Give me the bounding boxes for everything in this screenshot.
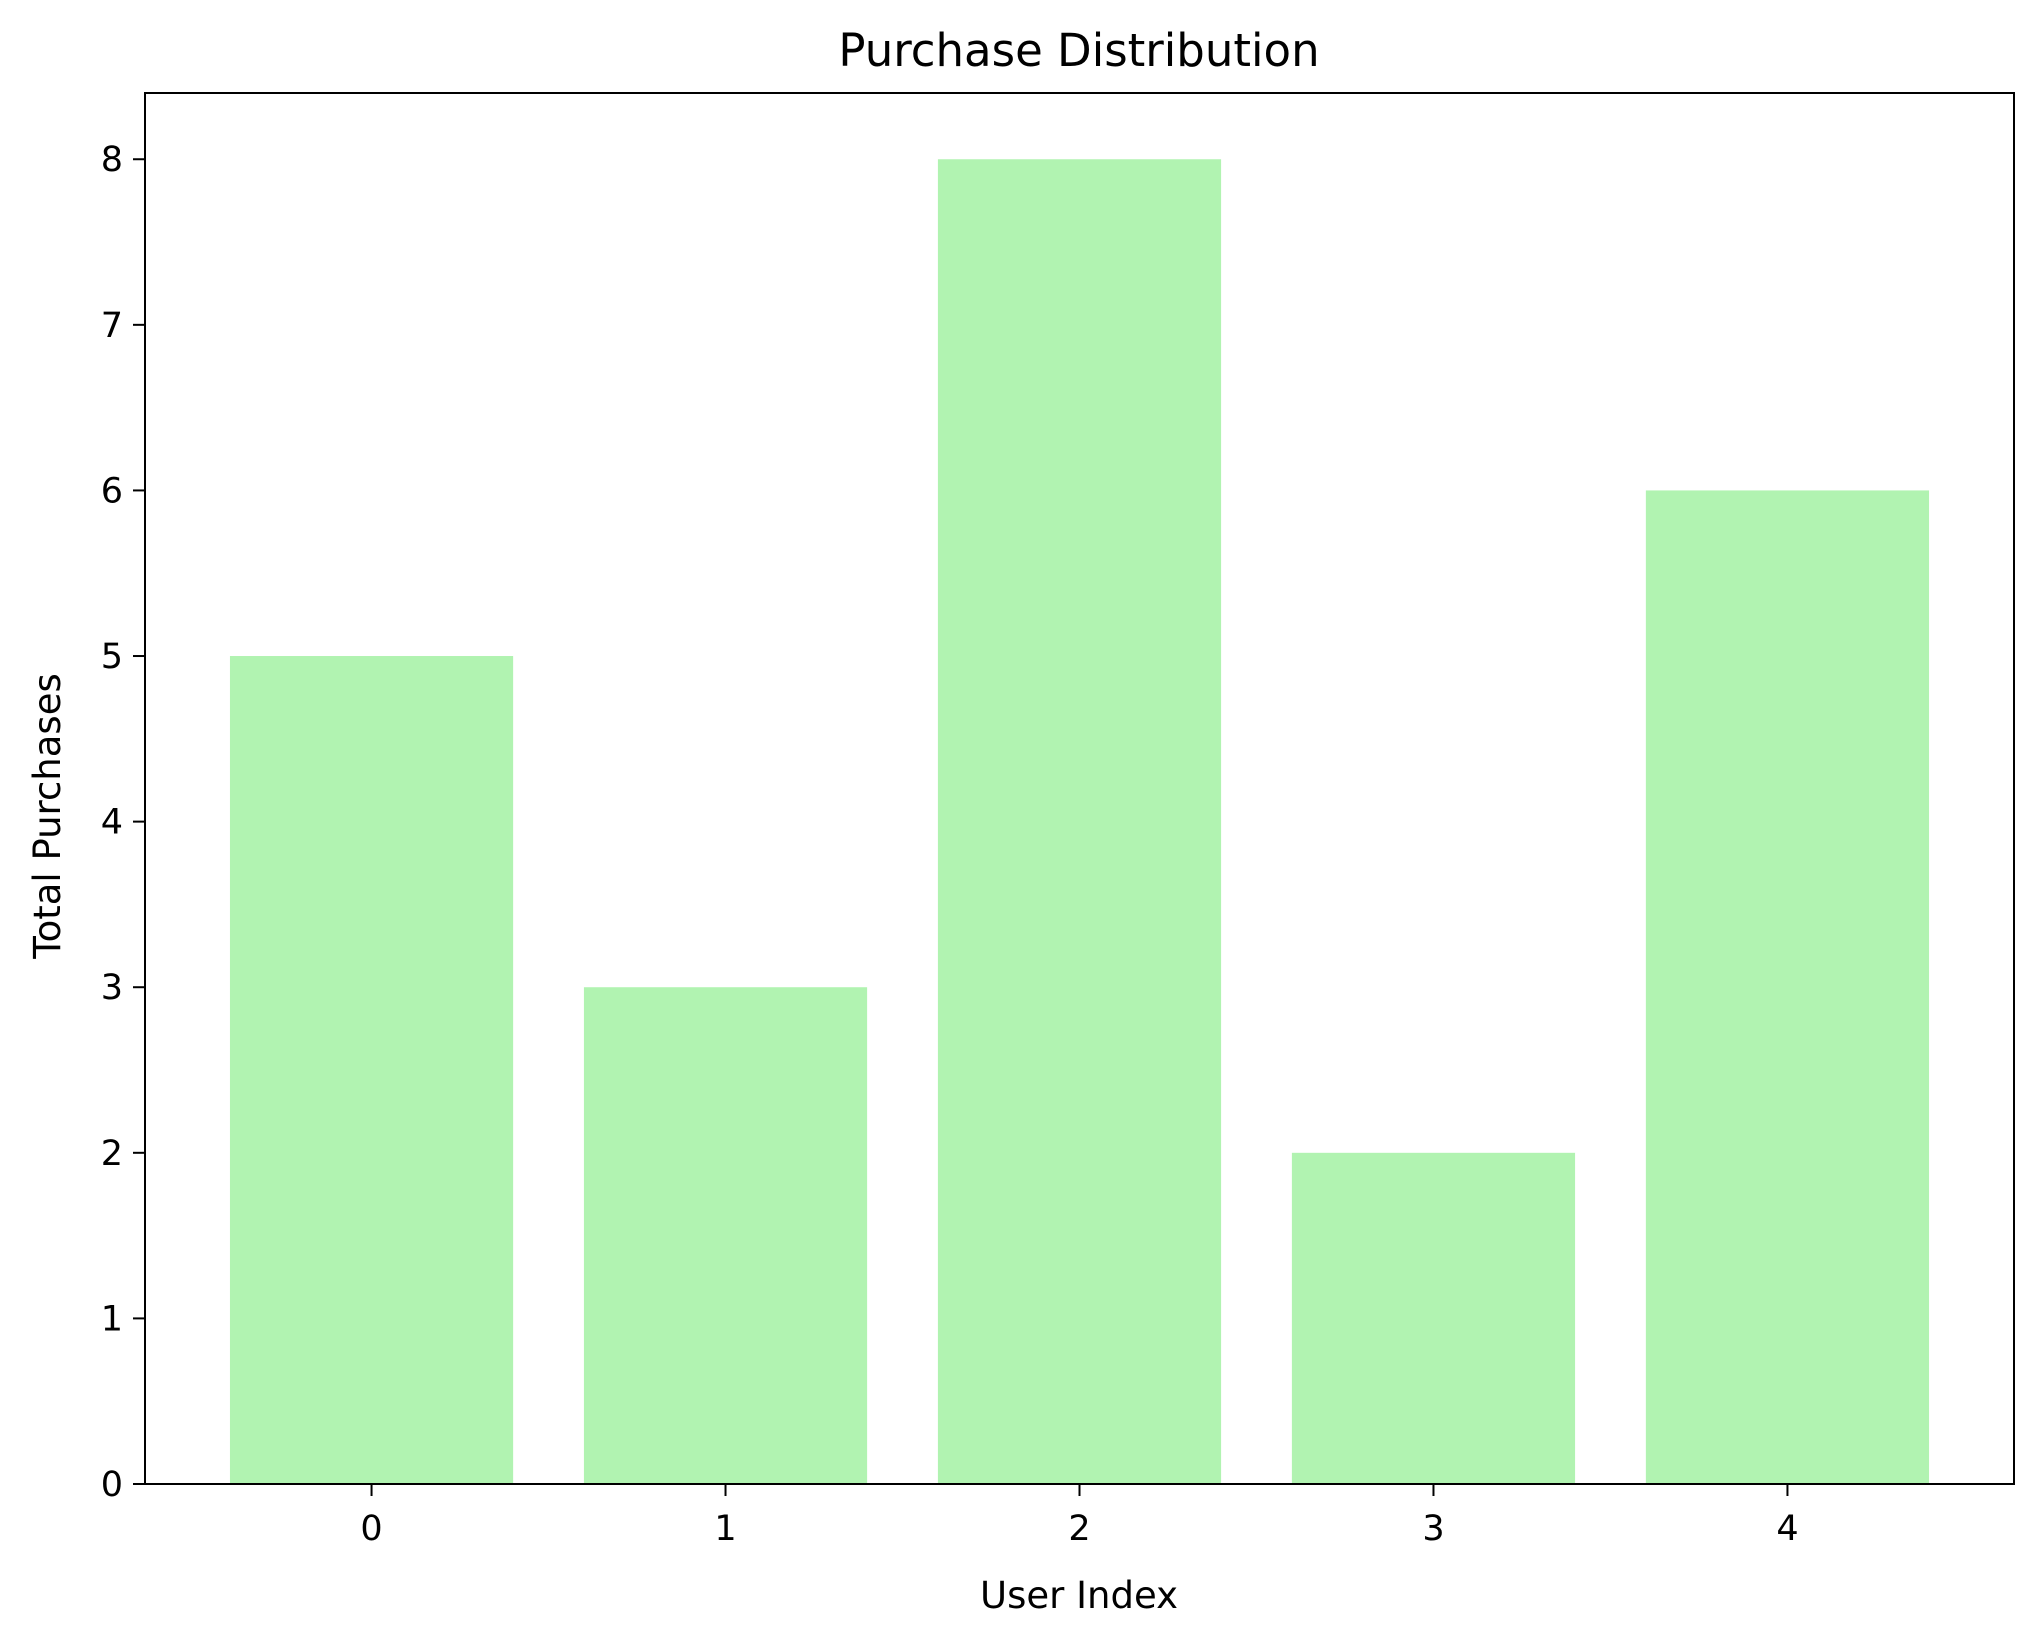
x-tick-label: 3 <box>1422 1509 1444 1549</box>
chart-title: Purchase Distribution <box>838 24 1319 77</box>
y-axis-label: Total Purchases <box>26 673 69 959</box>
plot-area-frame <box>144 92 2015 1485</box>
y-tick-label: 5 <box>101 637 123 677</box>
y-tick-label: 7 <box>101 306 123 346</box>
bar-0 <box>229 656 514 1484</box>
bars-group <box>229 159 1930 1485</box>
y-tick-label: 6 <box>101 471 123 511</box>
y-tick-label: 2 <box>101 1134 123 1174</box>
y-tick-label: 0 <box>101 1465 123 1505</box>
x-axis-label: User Index <box>980 1574 1178 1617</box>
x-tick-label: 1 <box>714 1509 736 1549</box>
y-tick-label: 4 <box>101 803 123 843</box>
bar-3 <box>1291 1152 1576 1484</box>
x-axis-ticks: 0 1 2 3 4 <box>360 1484 1799 1549</box>
y-tick-label: 8 <box>101 140 123 180</box>
x-tick-label: 0 <box>360 1509 382 1549</box>
y-tick-label: 1 <box>101 1299 123 1339</box>
bar-1 <box>583 987 868 1484</box>
y-axis-ticks: 0 1 2 3 4 5 6 7 8 <box>101 140 145 1505</box>
y-tick-label: 3 <box>101 968 123 1008</box>
x-tick-label: 2 <box>1068 1509 1090 1549</box>
bar-4 <box>1645 490 1930 1484</box>
x-tick-label: 4 <box>1776 1509 1798 1549</box>
bar-2 <box>937 159 1222 1485</box>
